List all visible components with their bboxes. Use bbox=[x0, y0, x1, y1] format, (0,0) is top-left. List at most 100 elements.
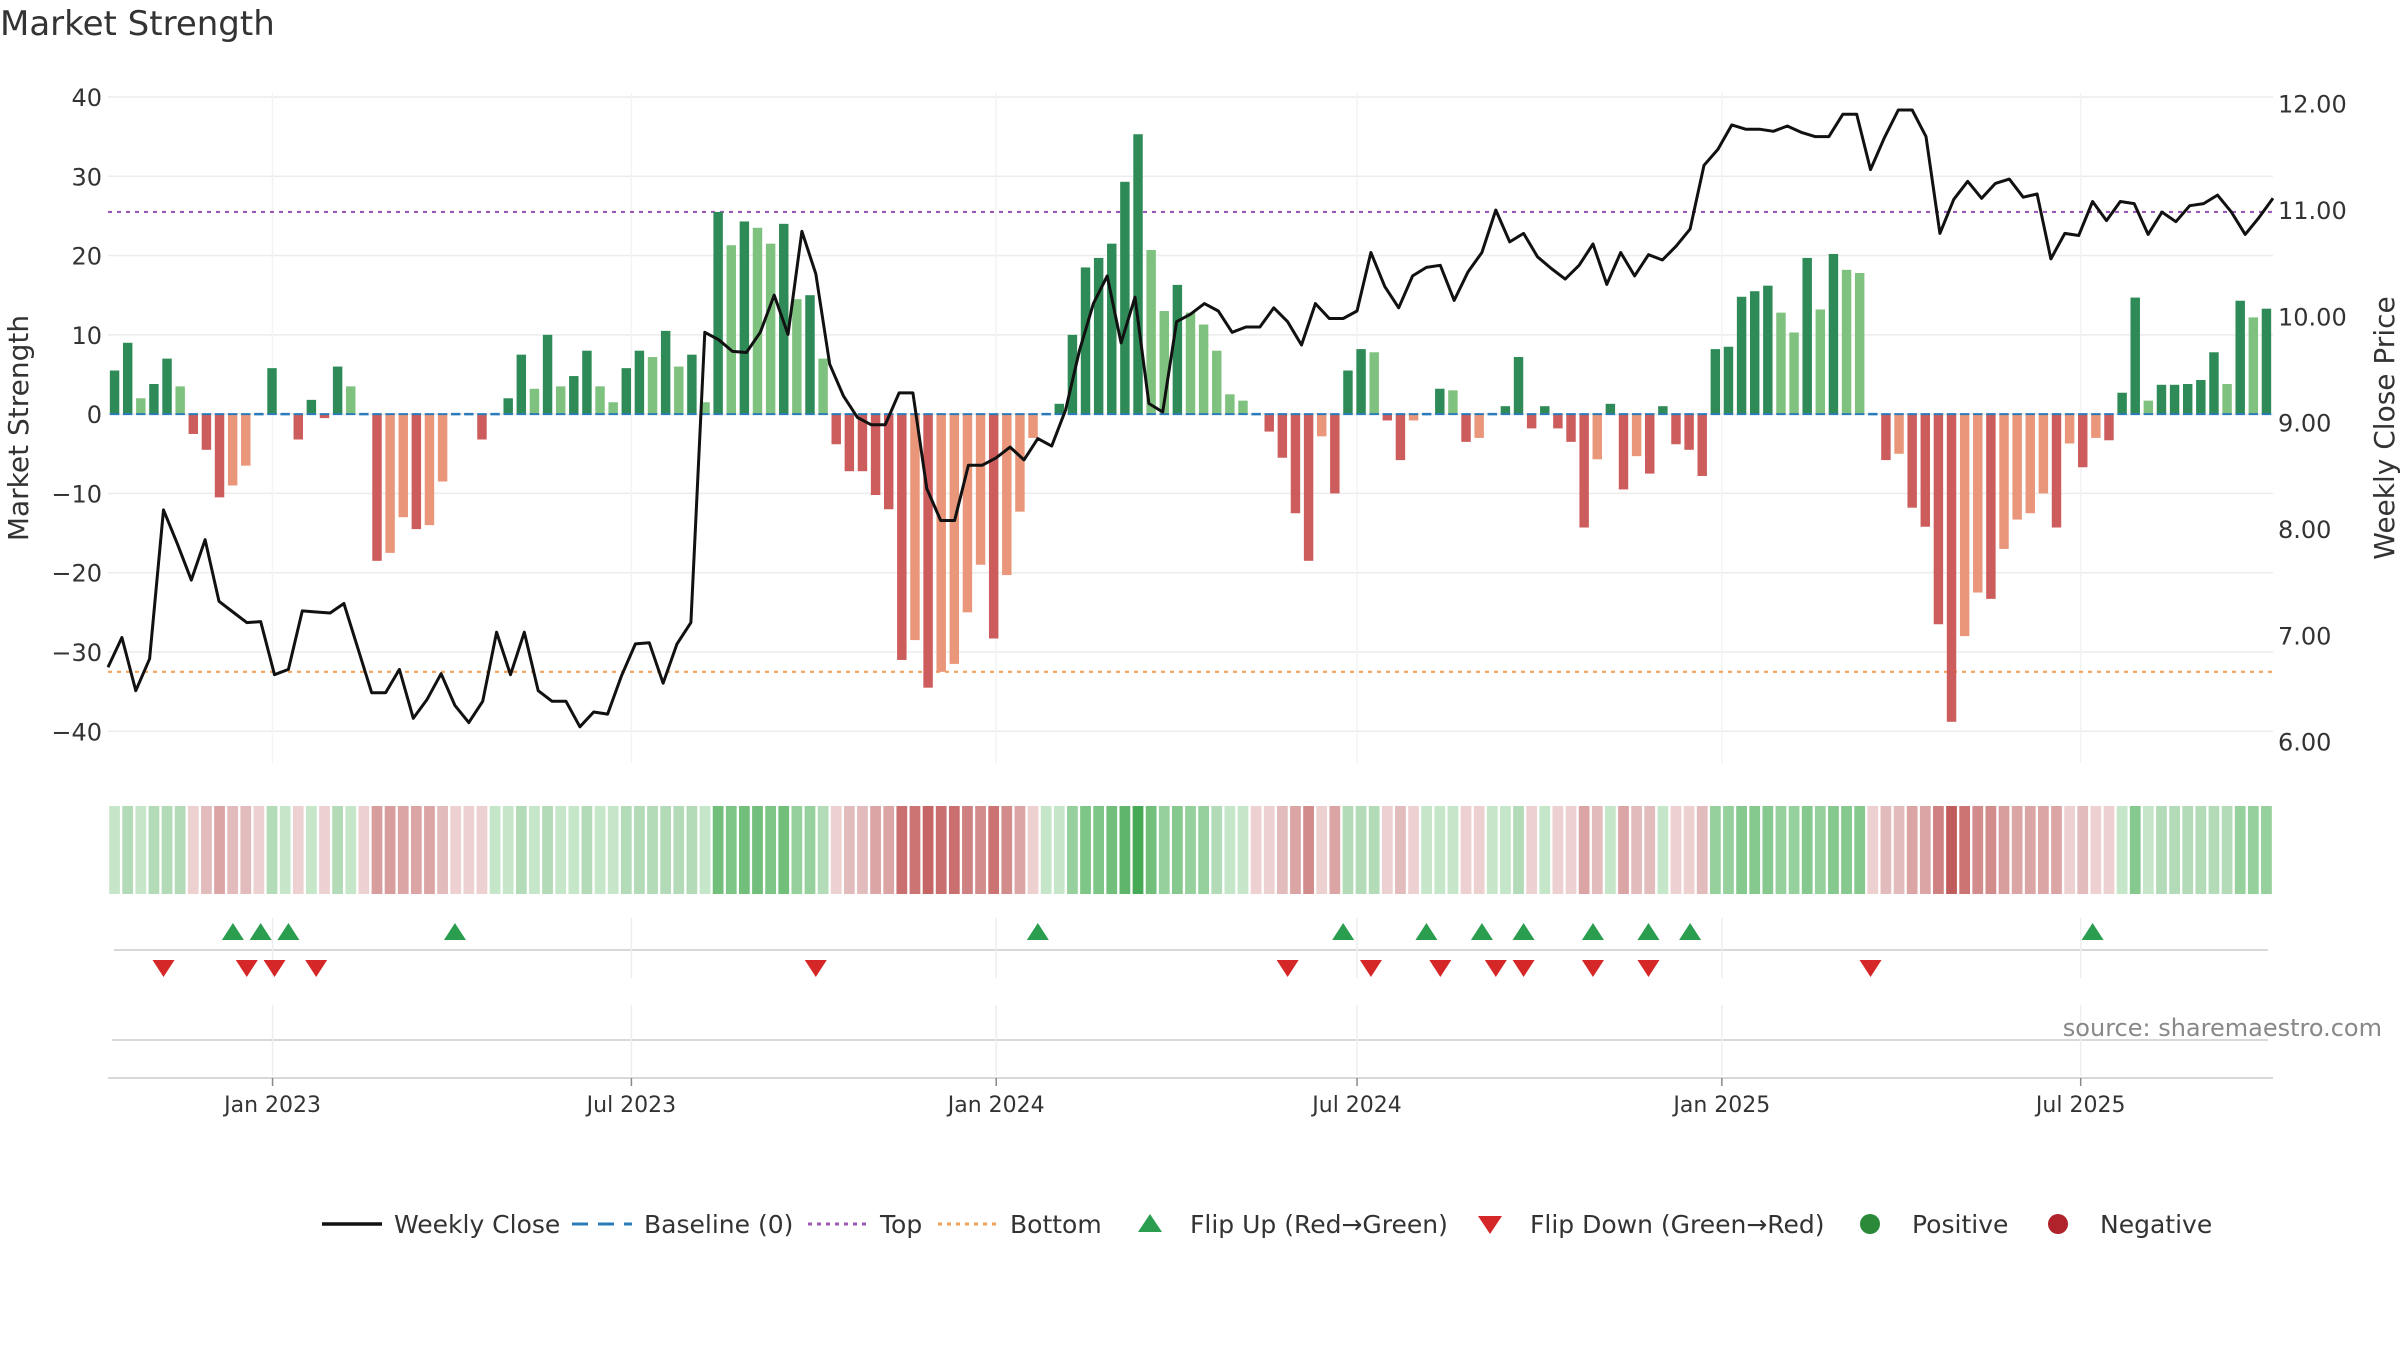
strength-bar bbox=[1645, 414, 1655, 474]
strength-bar bbox=[319, 414, 330, 419]
strength-bar bbox=[739, 221, 750, 415]
strip-cell bbox=[555, 806, 567, 894]
strength-bar bbox=[1290, 414, 1301, 514]
strength-bar bbox=[1749, 291, 1760, 415]
strip-cell bbox=[1801, 806, 1813, 894]
strength-bar bbox=[713, 211, 723, 415]
price-line-layer bbox=[106, 108, 2275, 729]
strip-cell bbox=[358, 806, 370, 894]
strength-bar bbox=[687, 354, 697, 415]
x-tick-label: Jul 2023 bbox=[585, 1093, 677, 1118]
strip-cell bbox=[1106, 806, 1118, 894]
strip-cell bbox=[1565, 806, 1577, 894]
strip-cell bbox=[489, 806, 501, 894]
strength-bar bbox=[595, 386, 605, 415]
strength-bar bbox=[1316, 414, 1327, 437]
strength-bar bbox=[1881, 414, 1891, 461]
strip-cell bbox=[1158, 806, 1170, 894]
strip-cell bbox=[1578, 806, 1590, 894]
strip-cell bbox=[253, 806, 265, 894]
y-tick-label: 10 bbox=[71, 322, 102, 350]
strip-cell bbox=[975, 806, 986, 894]
strength-bar bbox=[1631, 414, 1642, 457]
flip-up-marker bbox=[2081, 923, 2104, 940]
strength-bar bbox=[975, 414, 986, 565]
strength-bar bbox=[726, 245, 736, 415]
strip-cell bbox=[1539, 806, 1551, 894]
strength-bar bbox=[674, 366, 684, 415]
strip-cell bbox=[214, 806, 225, 894]
strip-cell bbox=[174, 806, 186, 894]
strength-bar bbox=[1107, 243, 1117, 415]
strip-cell bbox=[962, 806, 973, 894]
strength-bar bbox=[792, 299, 802, 415]
strip-cell bbox=[1224, 806, 1236, 894]
strip-cell bbox=[673, 806, 685, 894]
strip-cell bbox=[148, 806, 160, 894]
strength-bar bbox=[1159, 311, 1169, 415]
strip-cell bbox=[660, 806, 672, 894]
strength-bar bbox=[529, 388, 540, 415]
strength-bar bbox=[647, 357, 658, 415]
strength-bar bbox=[1841, 269, 1852, 415]
strip-cell bbox=[2077, 806, 2089, 894]
strip-cell bbox=[292, 806, 304, 894]
y2-tick-label: 6.00 bbox=[2278, 729, 2331, 757]
flip-up-marker bbox=[1332, 923, 1355, 940]
flip-up-marker bbox=[249, 923, 272, 940]
strength-bar bbox=[437, 414, 448, 482]
strip-cell bbox=[2037, 806, 2049, 894]
strength-color-strip bbox=[109, 806, 2272, 894]
strength-bar bbox=[1461, 414, 1471, 442]
strength-bar bbox=[1002, 414, 1012, 576]
strip-cell bbox=[1959, 806, 1971, 894]
strip-cell bbox=[1513, 806, 1524, 894]
strip-cell bbox=[1027, 806, 1039, 894]
strength-bar bbox=[2051, 414, 2062, 528]
y-tick-label: 0 bbox=[87, 401, 102, 429]
strip-cell bbox=[791, 806, 803, 894]
strength-bar bbox=[2169, 384, 2180, 415]
strip-cell bbox=[1736, 806, 1747, 894]
strength-bar bbox=[1894, 414, 1904, 454]
strip-cell bbox=[1185, 806, 1196, 894]
strip-cell bbox=[2169, 806, 2180, 894]
strip-cell bbox=[1171, 806, 1183, 894]
strip-cell bbox=[424, 806, 435, 894]
strength-bar bbox=[555, 386, 566, 415]
strength-bar bbox=[1540, 406, 1550, 415]
strip-cell bbox=[187, 806, 199, 894]
legend-item: Baseline (0) bbox=[572, 1210, 793, 1239]
strip-cell bbox=[607, 806, 619, 894]
strength-bar bbox=[1198, 324, 1209, 415]
strength-bar bbox=[1093, 257, 1104, 415]
strength-bar bbox=[700, 402, 710, 415]
strength-bar bbox=[2182, 383, 2193, 415]
strip-cell bbox=[1460, 806, 1472, 894]
strength-bar bbox=[346, 386, 356, 415]
strip-cell bbox=[1395, 806, 1406, 894]
strip-cell bbox=[1618, 806, 1629, 894]
strength-bar bbox=[1854, 272, 1865, 415]
strip-cell bbox=[686, 806, 698, 894]
flip-up-marker bbox=[1581, 923, 1604, 940]
strip-cell bbox=[1893, 806, 1905, 894]
flip-down-marker bbox=[1637, 960, 1660, 977]
strip-cell bbox=[463, 806, 475, 894]
flip-down-marker bbox=[1859, 960, 1882, 977]
strength-bar bbox=[660, 330, 671, 415]
strength-bar bbox=[516, 354, 527, 415]
strength-bar bbox=[2235, 300, 2245, 415]
legend-item: Flip Down (Green→Red) bbox=[1478, 1210, 1825, 1239]
strip-cell bbox=[2064, 806, 2076, 894]
y-axis-ticks: 40 30 20 10 0 −10 −20 −30 −40 bbox=[51, 84, 102, 746]
strip-cell bbox=[319, 806, 330, 894]
strength-bar bbox=[1448, 390, 1458, 415]
legend-label: Flip Down (Green→Red) bbox=[1530, 1210, 1825, 1239]
strip-cell bbox=[1631, 806, 1643, 894]
strength-bar bbox=[306, 399, 317, 415]
strength-bar bbox=[1671, 414, 1681, 445]
strength-bar bbox=[883, 414, 894, 510]
strength-bar bbox=[1697, 414, 1707, 476]
strength-bar bbox=[752, 227, 763, 415]
